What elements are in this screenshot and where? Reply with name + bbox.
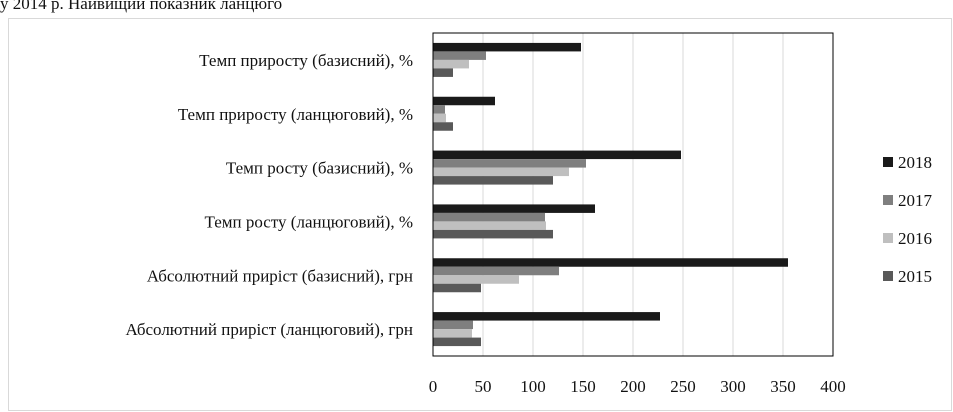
bar-2015-5 <box>433 337 481 347</box>
bar-2016-4 <box>433 275 519 284</box>
bar-2017-2 <box>433 159 586 168</box>
bar-2016-3 <box>433 221 546 230</box>
bar-2015-3 <box>433 229 553 239</box>
x-tick-label: 350 <box>770 377 796 396</box>
x-tick-label: 250 <box>670 377 696 396</box>
category-label: Темп приросту (базисний), % <box>199 51 413 70</box>
bar-2016-2 <box>433 167 569 177</box>
bar-2016-5 <box>433 329 472 338</box>
gridlines <box>482 33 784 356</box>
bar-2018-2 <box>433 150 681 160</box>
legend-swatch-2018 <box>883 157 893 167</box>
bar-2015-0 <box>433 68 453 77</box>
x-tick-label: 200 <box>620 377 646 396</box>
bar-2018-4 <box>433 258 788 267</box>
category-label: Темп росту (базисний), % <box>226 159 413 178</box>
bar-2015-4 <box>433 283 481 293</box>
legend-label-2018: 2018 <box>898 153 932 172</box>
bar-2016-1 <box>433 113 446 123</box>
legend-swatch-2016 <box>883 233 893 243</box>
x-tick-label: 50 <box>475 377 492 396</box>
bar-2015-2 <box>433 176 553 185</box>
x-tick-labels: 0 50 100 150 200 250 300 350 400 <box>429 377 846 396</box>
category-label: Абсолютний приріст (базисний), грн <box>147 266 413 285</box>
x-tick-label: 300 <box>720 377 746 396</box>
legend-swatch-2017 <box>883 195 893 205</box>
bar-2017-4 <box>433 266 559 276</box>
category-label: Темп приросту (ланцюговий), % <box>178 105 413 124</box>
category-label: Темп росту (ланцюговий), % <box>205 212 414 231</box>
legend-label-2016: 2016 <box>898 229 932 248</box>
bar-2018-1 <box>433 96 495 106</box>
caption-text: у 2014 р. Найвищий показник ланцюго <box>0 0 283 13</box>
bar-2018-3 <box>433 204 595 213</box>
legend-swatch-2015 <box>883 271 893 281</box>
bar-2017-0 <box>433 51 486 60</box>
bar-2017-3 <box>433 212 545 222</box>
bars <box>433 42 788 347</box>
bar-2017-5 <box>433 320 473 330</box>
legend: 2018 2017 2016 2015 <box>883 153 933 286</box>
x-tick-label: 100 <box>520 377 546 396</box>
plot-border <box>432 32 834 357</box>
category-label: Абсолютний приріст (ланцюговий), грн <box>125 320 413 339</box>
category-labels: Темп приросту (базисний), % Темп приросту… <box>125 51 413 339</box>
bar-2018-0 <box>433 42 581 52</box>
x-tick-label: 0 <box>429 377 438 396</box>
bar-2018-5 <box>433 312 660 321</box>
chart-frame <box>8 18 952 411</box>
legend-label-2017: 2017 <box>898 191 933 210</box>
bar-2016-0 <box>433 59 469 69</box>
x-tick-label: 400 <box>820 377 846 396</box>
bar-2017-1 <box>433 105 445 114</box>
legend-label-2015: 2015 <box>898 267 932 286</box>
x-tick-label: 150 <box>570 377 596 396</box>
bar-2015-1 <box>433 122 453 131</box>
